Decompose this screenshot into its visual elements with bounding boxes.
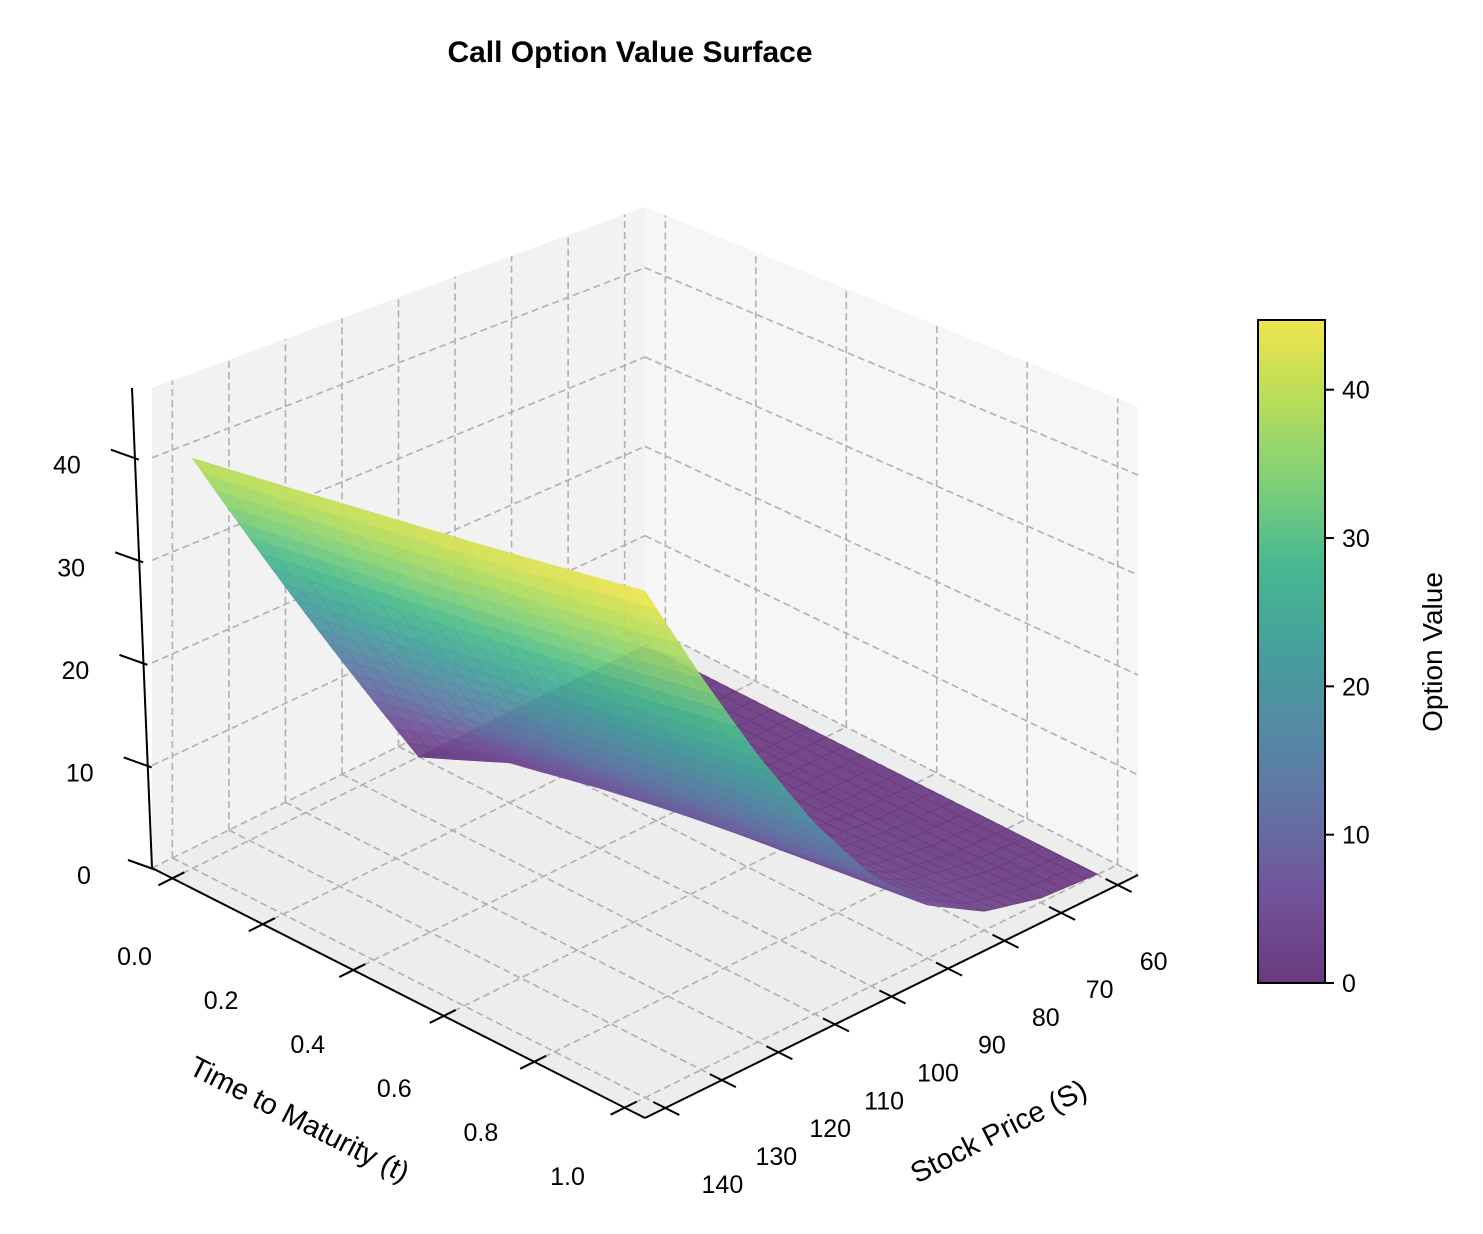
wall-gridline bbox=[644, 624, 1139, 876]
x-tick-label: 0.8 bbox=[464, 1119, 499, 1147]
y-tick bbox=[879, 989, 906, 1005]
floor-gridline bbox=[398, 745, 892, 998]
x-tick-label: 0.2 bbox=[204, 987, 239, 1015]
x-tick bbox=[429, 1009, 457, 1024]
floor-gridline bbox=[171, 857, 666, 1109]
z-axis-line bbox=[131, 387, 153, 869]
x-tick bbox=[248, 917, 276, 933]
colorbar-tick-label: 40 bbox=[1342, 377, 1370, 405]
y-tick bbox=[822, 1017, 850, 1033]
y-tick-label: 130 bbox=[755, 1143, 797, 1171]
y-tick bbox=[709, 1073, 737, 1088]
z-tick-label: 20 bbox=[62, 657, 90, 685]
wall-gridline bbox=[644, 534, 1139, 776]
floor-gridline bbox=[171, 634, 666, 880]
floor-gridline bbox=[352, 726, 847, 971]
wall-gridline bbox=[151, 624, 646, 869]
floor-gridline bbox=[285, 801, 779, 1053]
colorbar-tick-label: 0 bbox=[1342, 970, 1356, 998]
x-tick bbox=[610, 1100, 638, 1116]
floor-gridline bbox=[228, 829, 723, 1081]
y-tick bbox=[1105, 878, 1133, 893]
wall-gridline bbox=[644, 445, 1139, 676]
x-tick bbox=[519, 1054, 547, 1070]
wall-gridline bbox=[644, 266, 1139, 476]
y-tick-label: 120 bbox=[809, 1115, 851, 1143]
z-tick bbox=[110, 448, 140, 461]
y-tick-label: 90 bbox=[978, 1032, 1006, 1060]
colorbar bbox=[1257, 319, 1326, 984]
z-tick-label: 40 bbox=[53, 452, 81, 480]
y-tick-label: 100 bbox=[917, 1060, 959, 1088]
floor-gridline bbox=[341, 773, 836, 1026]
floor-gridline bbox=[443, 772, 938, 1017]
z-tick bbox=[127, 859, 157, 871]
z-tick bbox=[114, 551, 144, 564]
x-tick bbox=[338, 963, 366, 978]
chart-title: Call Option Value Surface bbox=[447, 36, 812, 69]
floor-gridline bbox=[533, 818, 1028, 1063]
y-tick-label: 80 bbox=[1032, 1004, 1060, 1032]
y-tick bbox=[765, 1045, 793, 1061]
y-tick bbox=[992, 933, 1020, 949]
floor-gridline bbox=[624, 863, 1119, 1109]
z-tick bbox=[119, 653, 148, 666]
z-tick-label: 10 bbox=[66, 759, 94, 787]
wall-gridline bbox=[151, 356, 646, 562]
z-tick-label: 30 bbox=[57, 554, 85, 582]
wall-gridline bbox=[644, 356, 1139, 576]
right-pane bbox=[645, 207, 1138, 875]
colorbar-tick-label: 30 bbox=[1342, 525, 1370, 553]
colorbar-tick-label: 10 bbox=[1342, 822, 1370, 850]
y-tick-label: 60 bbox=[1140, 948, 1168, 976]
x-tick-label: 0.6 bbox=[377, 1075, 412, 1103]
y-tick-label: 140 bbox=[702, 1171, 744, 1199]
x-axis-label: Time to Maturity (t) bbox=[184, 1051, 414, 1189]
x-tick-label: 1.0 bbox=[550, 1163, 585, 1191]
x-tick-label: 0.0 bbox=[117, 943, 152, 971]
colorbar-label: Option Value bbox=[1417, 572, 1448, 732]
colorbar-tick-label: 20 bbox=[1342, 673, 1370, 701]
y-axis-label: Stock Price (S) bbox=[906, 1074, 1093, 1190]
wall-gridline bbox=[151, 266, 646, 459]
y-tick-label: 110 bbox=[864, 1087, 904, 1115]
y-tick bbox=[935, 961, 963, 977]
z-tick-label: 0 bbox=[77, 862, 91, 890]
y-tick bbox=[1048, 906, 1076, 921]
x-tick bbox=[157, 871, 185, 887]
y-tick bbox=[652, 1101, 680, 1116]
floor-gridline bbox=[262, 680, 757, 925]
x-axis-line bbox=[151, 867, 646, 1119]
x-tick-label: 0.4 bbox=[290, 1031, 325, 1059]
z-tick bbox=[123, 756, 153, 769]
surface-patch bbox=[625, 585, 658, 610]
y-tick-label: 70 bbox=[1086, 976, 1114, 1004]
